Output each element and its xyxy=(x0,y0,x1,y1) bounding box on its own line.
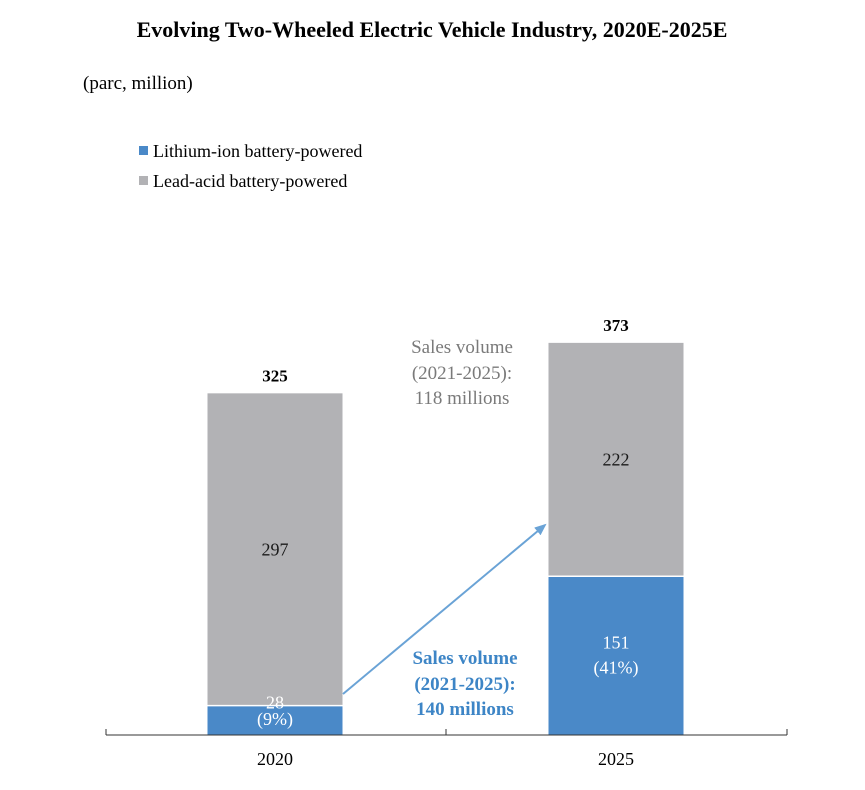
legend-swatch-lead-acid xyxy=(139,176,148,185)
x-tick-label-2020: 2020 xyxy=(257,749,293,769)
data-label-share-2020: (9%) xyxy=(257,709,293,730)
data-label-lead-acid-2025: 222 xyxy=(603,450,630,470)
data-label-lithium-2020: 28 xyxy=(266,693,284,713)
legend-swatch-lithium xyxy=(139,146,148,155)
bar-segment-2025-lithium xyxy=(548,576,684,735)
annotation-lithium-sales: Sales volume (2021-2025): 140 millions xyxy=(412,648,517,720)
bars: 28(9%) 297 325 151 (41%) 222 373 xyxy=(207,316,684,735)
chart-title: Evolving Two-Wheeled Electric Vehicle In… xyxy=(137,17,728,42)
annotation-line: 118 millions xyxy=(415,388,510,409)
bar-segment-2020-lead-acid xyxy=(207,393,343,706)
x-axis: 2020 2025 xyxy=(105,729,788,769)
total-label-2020: 325 xyxy=(262,366,288,385)
annotation-line: Sales volume xyxy=(411,337,513,358)
x-tick-label-2025: 2025 xyxy=(598,749,634,769)
total-label-2025: 373 xyxy=(603,316,629,335)
legend-label-lithium: Lithium-ion battery-powered xyxy=(153,141,362,161)
legend-label-lead-acid: Lead-acid battery-powered xyxy=(153,171,347,191)
bar-segment-2020-lithium xyxy=(207,705,343,735)
chart-subtitle: (parc, million) xyxy=(83,73,193,94)
data-label-lithium-2025: 151 xyxy=(603,633,630,653)
growth-arrow xyxy=(342,523,547,695)
annotation-lead-acid-sales: Sales volume (2021-2025): 118 millions xyxy=(411,337,513,409)
data-label-lead-acid-2020: 297 xyxy=(262,539,289,559)
annotation-line: (2021-2025): xyxy=(412,363,512,384)
annotation-line: Sales volume xyxy=(412,648,517,669)
annotation-line: (2021-2025): xyxy=(414,674,515,695)
legend: Lithium-ion battery-powered Lead-acid ba… xyxy=(139,141,362,191)
bar-segment-2025-lead-acid xyxy=(548,342,684,577)
annotation-line: 140 millions xyxy=(416,699,514,720)
data-label-share-2025: (41%) xyxy=(594,658,639,679)
